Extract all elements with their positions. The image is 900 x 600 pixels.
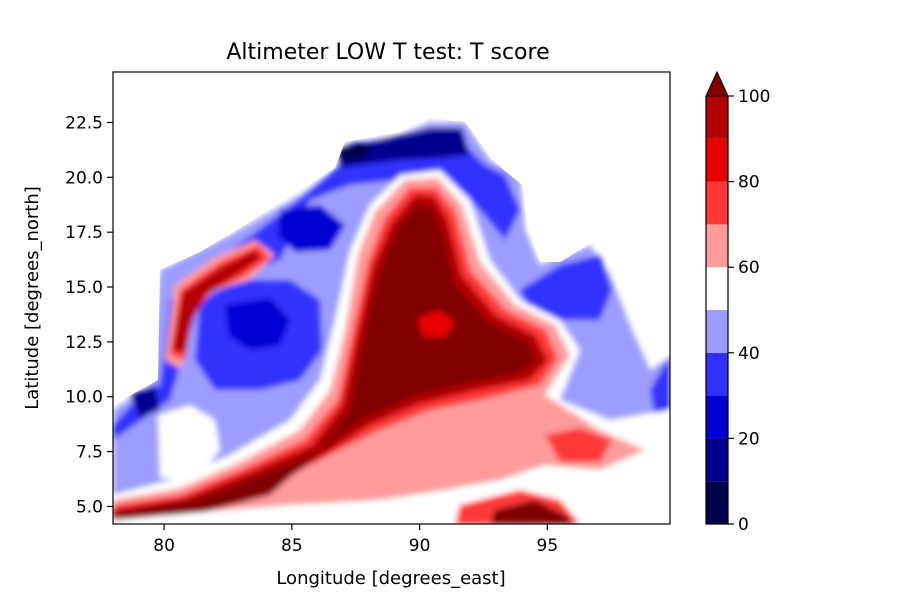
colorbar-segment xyxy=(706,395,728,439)
y-tick-label: 20.0 xyxy=(65,168,103,188)
y-tick-label: 5.0 xyxy=(76,497,103,517)
x-tick-label: 85 xyxy=(281,536,303,556)
colorbar-segment xyxy=(706,181,728,225)
colorbar-tick-label: 20 xyxy=(738,429,760,449)
y-tick-label: 10.0 xyxy=(65,388,103,408)
colorbar-tick-label: 40 xyxy=(738,344,760,364)
colorbar-frame xyxy=(705,96,729,525)
plot-frame xyxy=(112,71,671,525)
y-axis: 5.0 7.5 10.0 12.5 15.0 17.5 20.0 22.5 xyxy=(65,113,113,517)
region-south-dark xyxy=(490,500,575,524)
x-tick-label: 95 xyxy=(537,536,559,556)
colorbar-segment xyxy=(706,267,728,310)
region-score-over-100 xyxy=(113,205,536,520)
region-west-blob-core xyxy=(225,298,290,350)
region-nw-blob xyxy=(278,205,345,252)
region-score-0-10 xyxy=(340,142,375,160)
colorbar-tick-label: 100 xyxy=(738,87,770,107)
y-tick-label: 12.5 xyxy=(65,333,103,353)
region-nw-dark xyxy=(172,250,262,352)
land-north xyxy=(113,72,670,405)
region-far-east xyxy=(650,355,670,420)
chart-title: Altimeter LOW T test: T score xyxy=(226,40,549,65)
region-red-patch xyxy=(418,310,455,338)
x-tick-label: 90 xyxy=(409,536,431,556)
y-tick-label: 7.5 xyxy=(76,443,103,463)
y-tick-label: 22.5 xyxy=(65,113,103,133)
region-west-white xyxy=(158,405,220,480)
region-nw-red xyxy=(170,245,270,360)
plot-area xyxy=(112,71,671,525)
colorbar-segment xyxy=(706,352,728,396)
colorbar-tick-label: 0 xyxy=(738,515,749,535)
colorbar-segment xyxy=(706,224,728,268)
colorbar-segment xyxy=(706,438,728,482)
x-axis: 80 85 90 95 xyxy=(153,524,558,556)
x-tick-label: 80 xyxy=(153,536,175,556)
colorbar-segment xyxy=(706,310,728,353)
y-axis-label: Latitude [degrees_north] xyxy=(22,186,43,410)
region-east-blue xyxy=(520,255,612,320)
colorbar-segment xyxy=(706,96,728,139)
region-se-red xyxy=(545,428,612,462)
colorbar-segment xyxy=(706,481,728,524)
colorbar-tick-label: 80 xyxy=(738,173,760,193)
colorbar-extend-arrow xyxy=(705,70,729,97)
x-axis-label: Longitude [degrees_east] xyxy=(276,568,505,589)
region-score-0-20 xyxy=(338,128,470,168)
contour-field xyxy=(113,72,670,524)
colorbar-segment xyxy=(706,138,728,182)
y-tick-label: 17.5 xyxy=(65,223,103,243)
colorbar: 0 20 40 60 80 100 xyxy=(705,70,770,535)
region-sw-dark xyxy=(130,385,160,418)
y-tick-label: 15.0 xyxy=(65,278,103,298)
colorbar-tick-label: 60 xyxy=(738,258,760,278)
